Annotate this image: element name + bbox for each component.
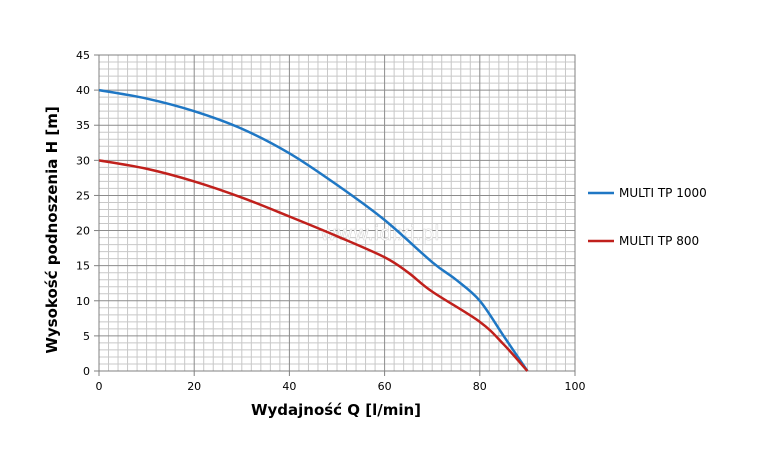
legend-label-multi-tp-800: MULTI TP 800 bbox=[619, 234, 699, 248]
y-tick-label: 35 bbox=[76, 119, 90, 132]
legend: MULTI TP 1000 MULTI TP 800 bbox=[588, 186, 707, 248]
y-tick-label: 25 bbox=[76, 189, 90, 202]
x-tick-label: 0 bbox=[96, 380, 103, 393]
series-line-multi-tp-1000 bbox=[98, 88, 529, 372]
y-tick-label: 15 bbox=[76, 260, 90, 273]
y-tick-label: 40 bbox=[76, 84, 90, 97]
legend-label-multi-tp-1000: MULTI TP 1000 bbox=[619, 186, 707, 200]
minor-gridlines bbox=[99, 55, 575, 371]
x-tick-label: 40 bbox=[282, 380, 296, 393]
series-line-multi-tp-800 bbox=[98, 159, 529, 372]
watermark-text: www.idixi.pl bbox=[320, 221, 439, 245]
series-lines bbox=[98, 88, 529, 372]
y-tick-label: 0 bbox=[83, 365, 90, 378]
x-tick-label: 60 bbox=[378, 380, 392, 393]
y-axis-title: Wysokość podnoszenia H [m] bbox=[43, 106, 61, 353]
y-tick-label: 5 bbox=[83, 330, 90, 343]
x-tick-label: 20 bbox=[187, 380, 201, 393]
y-tick-label: 30 bbox=[76, 154, 90, 167]
x-tick-label: 80 bbox=[473, 380, 487, 393]
y-tick-label: 10 bbox=[76, 295, 90, 308]
y-tick-label: 20 bbox=[76, 225, 90, 238]
x-axis-ticks: 0 20 40 60 80 100 bbox=[96, 371, 586, 393]
plot-area-frame bbox=[98, 54, 576, 372]
y-tick-label: 45 bbox=[76, 49, 90, 62]
x-tick-label: 100 bbox=[565, 380, 586, 393]
major-gridlines bbox=[99, 55, 575, 371]
x-axis-title: Wydajność Q [l/min] bbox=[251, 401, 421, 419]
y-axis-ticks: 0 5 10 15 20 25 30 35 40 45 bbox=[76, 49, 99, 378]
